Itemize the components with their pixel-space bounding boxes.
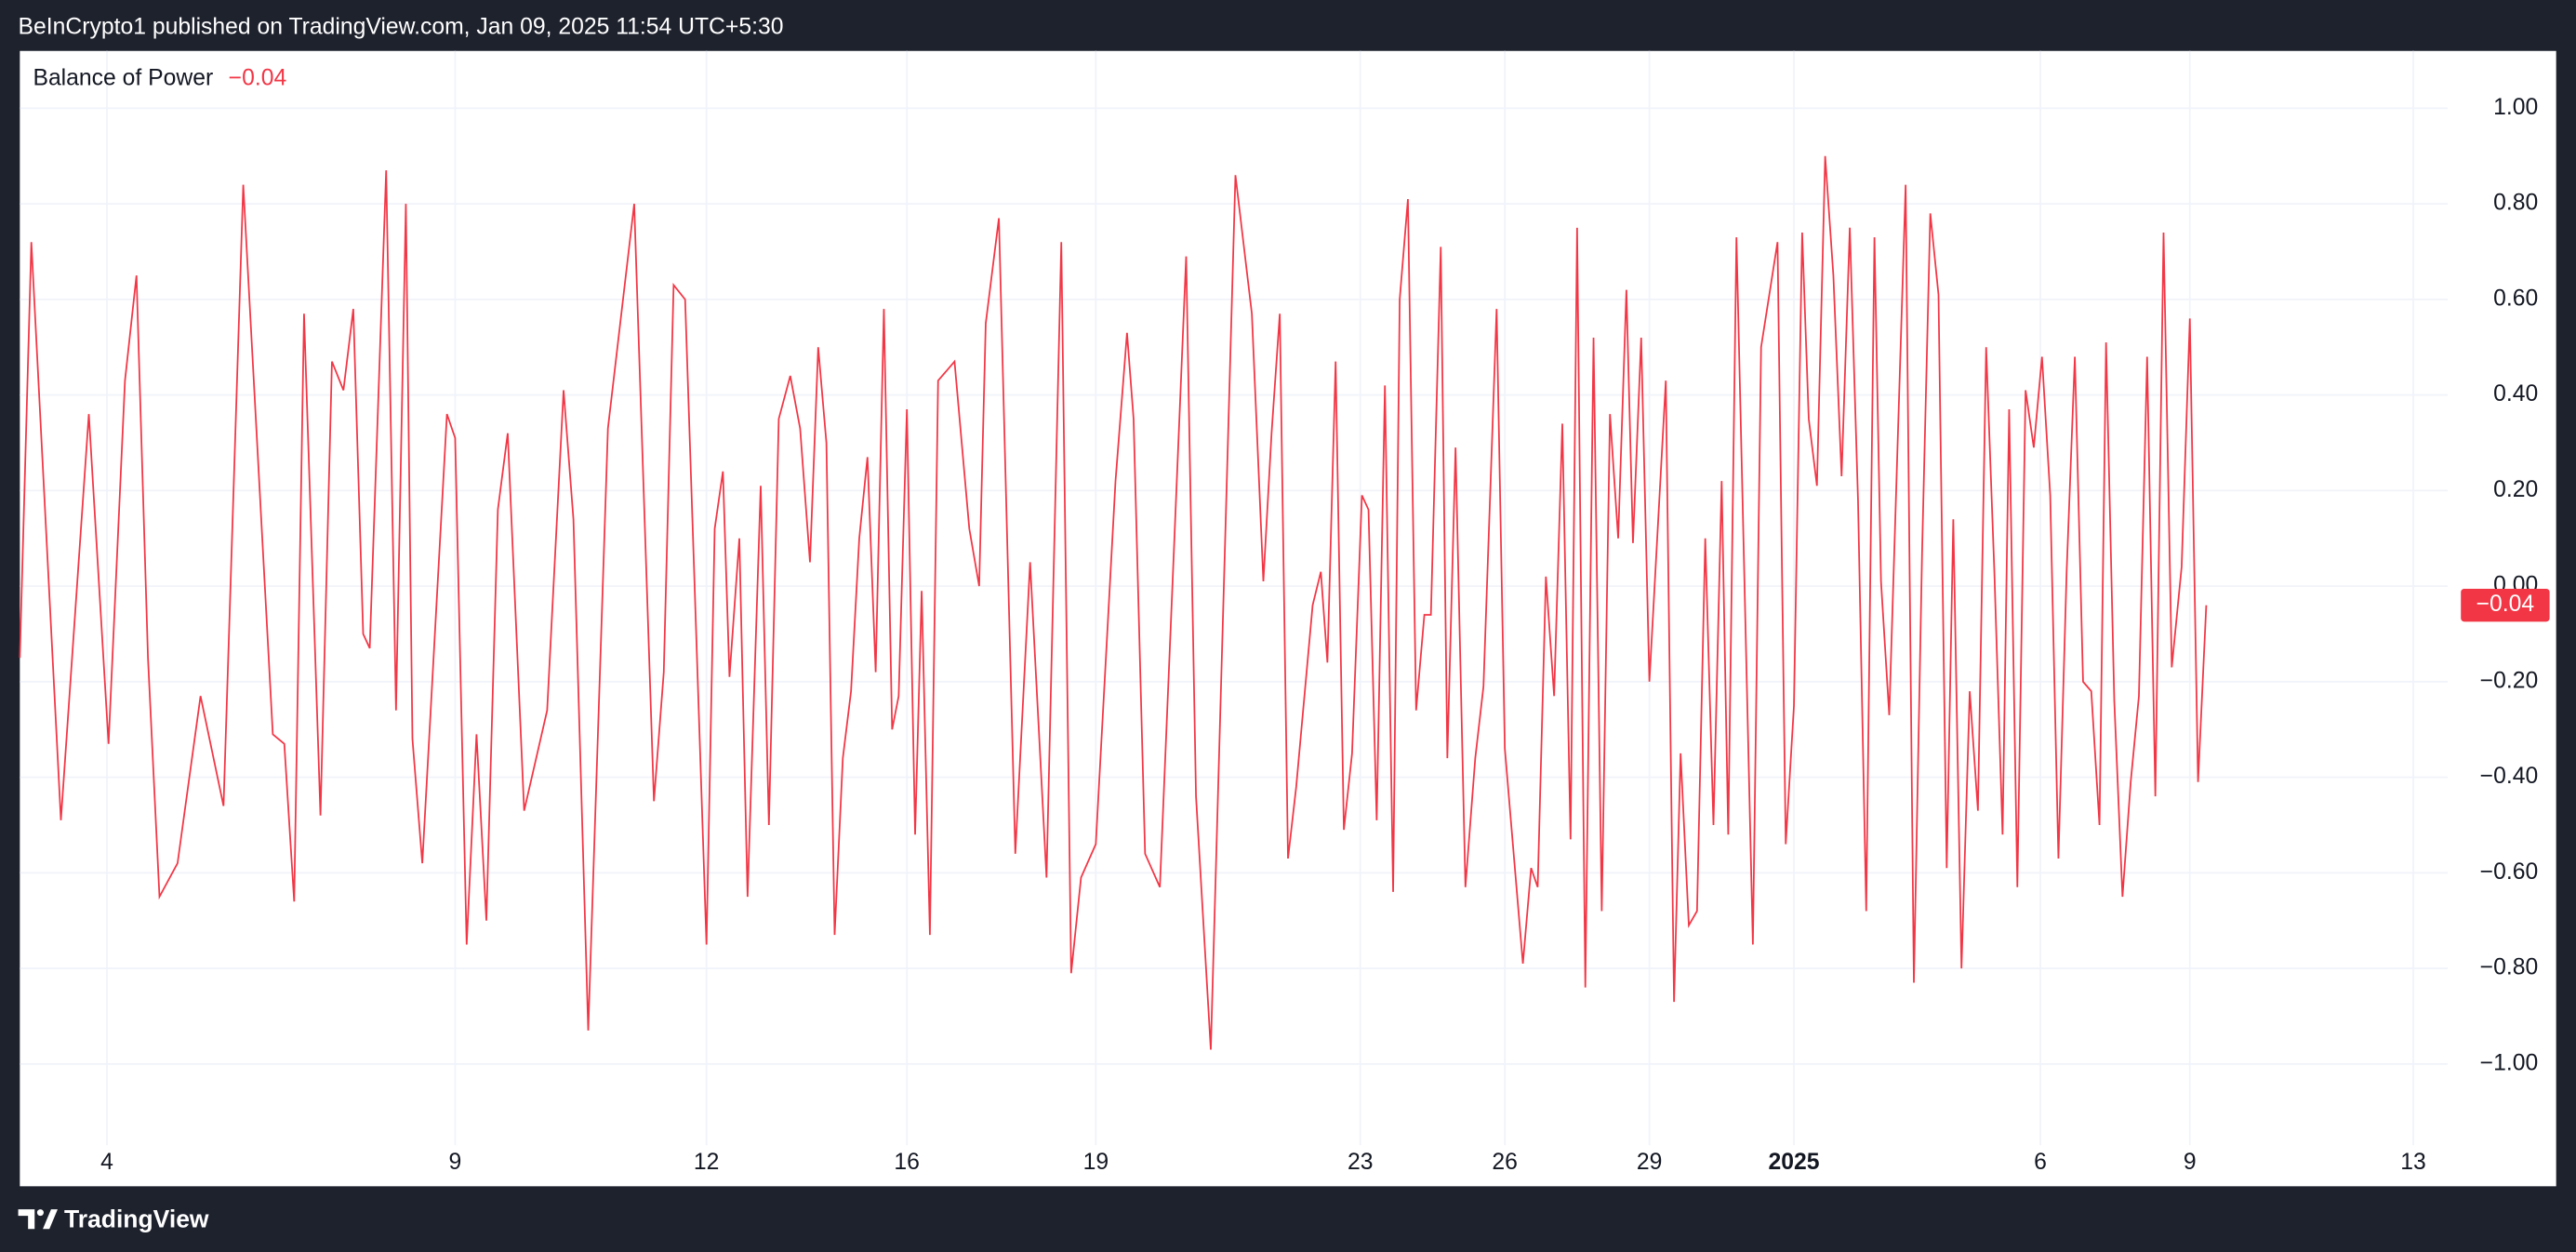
legend-value: −0.04 [229,65,287,90]
y-tick-label: −0.80 [2480,955,2539,980]
y-tick-label: 0.40 [2493,381,2538,406]
x-tick-label: 4 [100,1150,113,1175]
x-tick-label: 9 [449,1150,462,1175]
x-tick-label: 6 [2034,1150,2047,1175]
y-tick-label: −0.40 [2480,764,2539,789]
x-tick-label: 2025 [1769,1150,1820,1175]
x-tick-label: 29 [1637,1150,1663,1175]
x-tick-label: 9 [2184,1150,2197,1175]
last-value-badge [2461,589,2550,622]
tv-logo [18,1209,58,1230]
line-series [19,155,2208,1050]
x-tick-label: 19 [1083,1150,1109,1175]
x-tick-label: 13 [2400,1150,2426,1175]
x-tick-label: 26 [1492,1150,1518,1175]
logo-shape [43,1209,58,1230]
last-value-label: −0.04 [2476,592,2535,617]
publish-header: BeInCrypto1 published on TradingView.com… [19,15,784,40]
y-tick-label: 0.20 [2493,477,2538,502]
y-tick-label: −1.00 [2480,1050,2539,1075]
legend-title: Balance of Power [33,65,213,90]
footer-brand: TradingView [64,1205,209,1232]
y-tick-label: 0.60 [2493,286,2538,311]
y-tick-label: −0.60 [2480,859,2539,885]
y-tick-label: −0.20 [2480,668,2539,693]
y-tick-label: 0.80 [2493,191,2538,216]
x-tick-label: 23 [1348,1150,1374,1175]
x-tick-label: 12 [694,1150,720,1175]
x-tick-label: 16 [894,1150,920,1175]
logo-dot [36,1209,44,1217]
y-tick-label: 1.00 [2493,95,2538,120]
chart-panel [20,50,2556,1187]
logo-shape [18,1209,35,1230]
plot: −1.00−0.80−0.60−0.40−0.200.000.200.400.6… [19,50,2550,1175]
